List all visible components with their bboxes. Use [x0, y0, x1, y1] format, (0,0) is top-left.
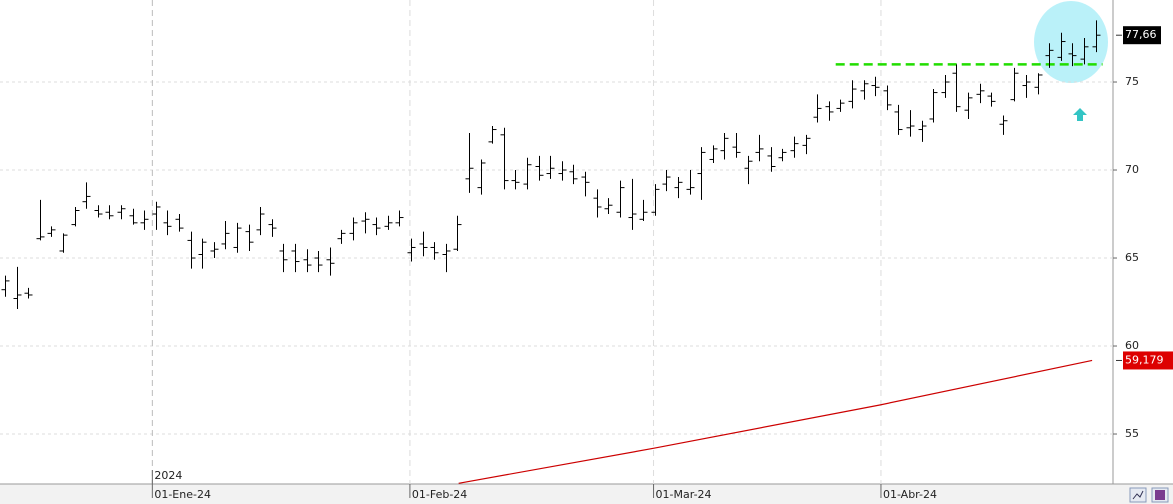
y-tick-label: 55 [1125, 427, 1139, 440]
up-arrow [1073, 108, 1087, 121]
price-tag [1123, 351, 1173, 370]
price-tag-label: 59,179 [1125, 353, 1164, 366]
price-tag-label: 77,66 [1125, 28, 1157, 41]
buttons [1129, 487, 1169, 503]
save-icon [1155, 490, 1165, 500]
y-tick-label: 70 [1125, 163, 1139, 176]
x-axis-strip [0, 484, 1173, 504]
highlight-circle [1034, 1, 1108, 83]
zoom-icon [1132, 490, 1144, 500]
y-tick-label: 60 [1125, 339, 1139, 352]
price-tag [1123, 26, 1161, 45]
x-tick-label: 01-Feb-24 [412, 488, 467, 501]
x-tick-label: 01-Ene-24 [154, 488, 211, 501]
y-tick-label: 75 [1125, 75, 1139, 88]
x-tick-label: 01-Abr-24 [883, 488, 937, 501]
year-label: 2024 [154, 469, 182, 482]
x-tick-label: 01-Mar-24 [656, 488, 712, 501]
y-tick-label: 65 [1125, 251, 1139, 264]
moving-average-line [458, 359, 1093, 484]
